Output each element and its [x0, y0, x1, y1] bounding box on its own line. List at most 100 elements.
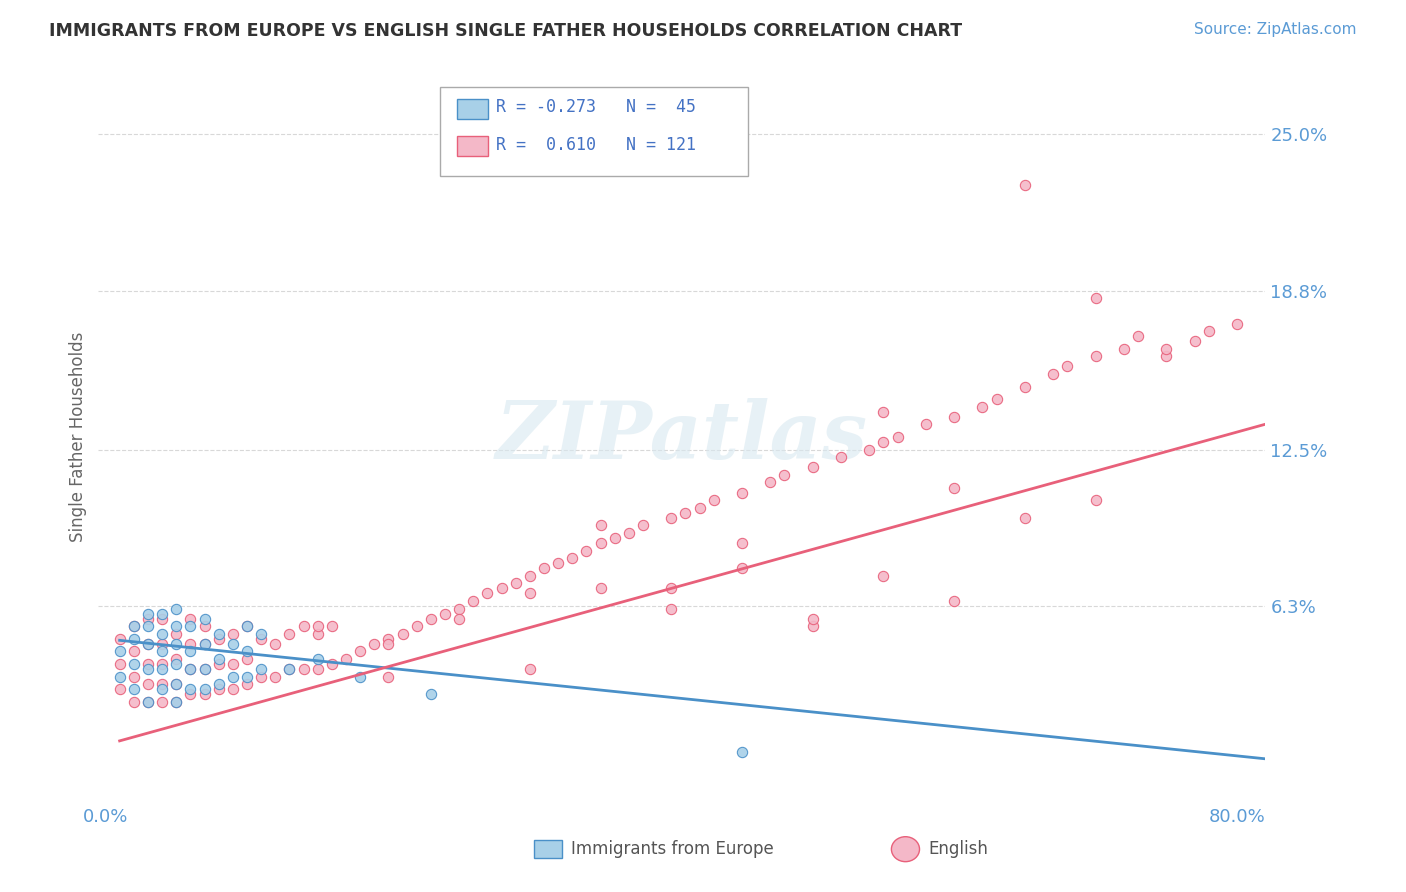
Point: [136, 619, 159, 633]
Point: [872, 569, 894, 583]
Point: [307, 652, 329, 666]
Point: [250, 670, 273, 684]
Point: [589, 518, 612, 533]
Point: [858, 442, 880, 457]
Point: [575, 543, 598, 558]
Point: [150, 644, 173, 658]
Point: [122, 619, 145, 633]
Point: [108, 632, 131, 646]
Point: [122, 644, 145, 658]
Point: [1084, 291, 1107, 305]
Point: [659, 601, 682, 615]
Point: [250, 662, 273, 676]
Point: [165, 695, 187, 709]
Point: [208, 627, 231, 641]
Point: [675, 506, 697, 520]
Point: [150, 607, 173, 621]
Point: [179, 662, 201, 676]
Point: [773, 467, 796, 482]
Point: [830, 450, 852, 465]
Point: [463, 594, 485, 608]
Point: [193, 662, 215, 676]
Text: R =  0.610   N = 121: R = 0.610 N = 121: [496, 136, 696, 153]
Point: [731, 485, 754, 500]
Point: [1014, 510, 1036, 524]
Point: [689, 500, 711, 515]
Text: Immigrants from Europe: Immigrants from Europe: [571, 840, 773, 858]
Point: [150, 612, 173, 626]
Point: [179, 687, 201, 701]
Point: [222, 670, 245, 684]
Point: [886, 430, 908, 444]
Point: [250, 627, 273, 641]
Point: [801, 460, 824, 475]
Point: [603, 531, 626, 545]
Point: [659, 510, 682, 524]
Point: [150, 662, 173, 676]
Point: [307, 662, 329, 676]
Point: [122, 657, 145, 671]
Point: [1156, 350, 1178, 364]
Text: R = -0.273   N =  45: R = -0.273 N = 45: [496, 98, 696, 116]
Point: [292, 662, 315, 676]
Point: [136, 637, 159, 651]
Point: [801, 619, 824, 633]
Point: [122, 670, 145, 684]
Text: English: English: [928, 840, 988, 858]
Point: [208, 677, 231, 691]
Point: [731, 745, 754, 759]
Point: [972, 400, 994, 414]
Point: [179, 619, 201, 633]
Point: [236, 670, 259, 684]
Point: [179, 682, 201, 697]
Point: [179, 644, 201, 658]
Point: [208, 657, 231, 671]
Point: [222, 682, 245, 697]
Point: [136, 612, 159, 626]
Point: [222, 637, 245, 651]
Point: [547, 556, 569, 570]
Point: [122, 632, 145, 646]
Point: [321, 657, 343, 671]
Point: [1112, 342, 1135, 356]
Point: [165, 657, 187, 671]
Point: [349, 670, 371, 684]
Point: [1226, 317, 1249, 331]
Point: [519, 662, 541, 676]
Point: [943, 594, 966, 608]
Point: [136, 695, 159, 709]
Point: [236, 652, 259, 666]
Point: [491, 582, 513, 596]
Point: [136, 677, 159, 691]
Point: [193, 637, 215, 651]
Point: [659, 582, 682, 596]
Point: [150, 657, 173, 671]
Point: [391, 627, 413, 641]
Point: [377, 637, 399, 651]
Point: [589, 536, 612, 550]
Point: [377, 670, 399, 684]
Point: [236, 677, 259, 691]
Text: IMMIGRANTS FROM EUROPE VS ENGLISH SINGLE FATHER HOUSEHOLDS CORRELATION CHART: IMMIGRANTS FROM EUROPE VS ENGLISH SINGLE…: [49, 22, 962, 40]
Point: [1014, 178, 1036, 192]
Point: [165, 677, 187, 691]
Point: [943, 409, 966, 424]
Point: [250, 632, 273, 646]
Point: [377, 632, 399, 646]
Point: [179, 662, 201, 676]
Point: [1126, 329, 1149, 343]
Point: [986, 392, 1008, 407]
Point: [222, 657, 245, 671]
Point: [108, 670, 131, 684]
Point: [278, 662, 301, 676]
Point: [561, 551, 583, 566]
Point: [477, 586, 499, 600]
Point: [419, 687, 441, 701]
Point: [165, 652, 187, 666]
Point: [136, 657, 159, 671]
Point: [150, 637, 173, 651]
Point: [193, 619, 215, 633]
Point: [236, 619, 259, 633]
Point: [165, 627, 187, 641]
Point: [165, 677, 187, 691]
